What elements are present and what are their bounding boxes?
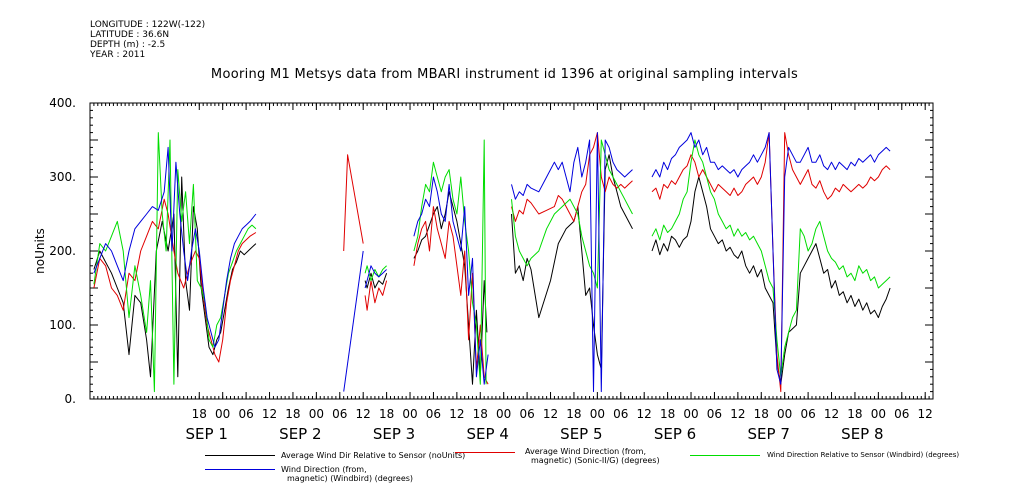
series-line-3 [93,146,257,348]
x-tick-label: 06 [707,407,722,421]
x-tick-label: 18 [379,407,394,421]
x-tick-label: 00 [496,407,511,421]
metadata-latitude: LATITUDE : 36.6N [90,30,170,40]
x-tick-label: 18 [660,407,675,421]
legend-label-line2: magnetic) (Sonic-II/G) (degrees) [531,456,660,465]
series-line-1 [93,198,257,363]
x-date-label: SEP 7 [748,425,790,443]
legend-swatch [690,455,760,456]
legend-swatch [455,452,515,453]
metadata-block: LONGITUDE : 122W(-122) LATITUDE : 36.6N … [90,20,205,60]
x-tick-label: 12 [543,407,558,421]
legend-label: Average Wind Dir Relative to Sensor (noU… [281,451,466,460]
x-date-label: SEP 6 [654,425,696,443]
y-tick-label: 0. [65,392,76,406]
x-tick-label: 06 [238,407,253,421]
x-tick-label: 12 [262,407,277,421]
series-line-3 [651,132,891,385]
y-tick-label: 300. [49,170,76,184]
y-tick-label: 400. [49,96,76,110]
series-line-3 [511,132,633,393]
x-tick-label: 18 [566,407,581,421]
y-axis-label: noUnits [33,228,47,274]
legend-label-line2: magnetic) (Windbird) (degrees) [287,474,414,483]
x-tick-label: 06 [800,407,815,421]
x-tick-label: 06 [426,407,441,421]
x-tick-label: 00 [215,407,230,421]
x-tick-label: 06 [613,407,628,421]
metadata-longitude: LONGITUDE : 122W(-122) [90,20,206,30]
x-tick-label: 00 [402,407,417,421]
x-tick-label: 18 [847,407,862,421]
x-date-label: SEP 5 [560,425,602,443]
x-tick-label: 00 [871,407,886,421]
legend-label: Wind Direction Relative to Sensor (Windb… [767,451,960,459]
series-line-3 [364,265,387,289]
x-tick-label: 06 [519,407,534,421]
series-line-2 [511,139,633,289]
x-tick-label: 12 [824,407,839,421]
series-line-1 [343,154,364,252]
series-line-0 [364,272,388,289]
series-line-0 [651,176,891,385]
y-tick-label: 100. [49,318,76,332]
x-date-label: SEP 3 [373,425,415,443]
x-date-label: SEP 8 [841,425,883,443]
chart-title: Mooring M1 Metsys data from MBARI instru… [210,67,799,82]
x-date-label: SEP 4 [467,425,509,443]
x-tick-label: 18 [285,407,300,421]
series-line-0 [93,176,257,378]
series-line-1 [413,206,489,385]
legend-swatch [205,455,275,456]
x-tick-label: 12 [637,407,652,421]
x-tick-label: 12 [918,407,933,421]
x-tick-label: 12 [449,407,464,421]
x-date-label: SEP 1 [186,425,228,443]
x-tick-label: 12 [356,407,371,421]
x-tick-label: 18 [473,407,488,421]
x-tick-label: 00 [777,407,792,421]
series-line-2 [364,265,387,282]
x-tick-label: 00 [683,407,698,421]
metadata-year: YEAR : 2011 [90,50,146,60]
legend-label: Wind Direction (from, [281,465,367,474]
x-tick-label: 00 [590,407,605,421]
series-line-1 [651,132,891,393]
series-line-2 [93,132,257,393]
x-date-label: SEP 2 [279,425,321,443]
y-tick-label: 200. [49,244,76,258]
plot-frame [89,102,934,400]
x-tick-label: 12 [730,407,745,421]
x-tick-label: 06 [894,407,909,421]
series-line-2 [413,139,487,385]
series-line-2 [651,139,891,378]
x-tick-label: 18 [192,407,207,421]
legend-label: Average Wind Direction (from, [525,447,647,456]
x-tick-label: 18 [754,407,769,421]
series-line-3 [413,176,489,385]
series-line-1 [364,280,388,311]
series-line-1 [511,132,633,222]
legend-swatch [205,469,275,470]
metadata-depth: DEPTH (m) : -2.5 [90,40,166,50]
series-line-0 [511,154,633,370]
x-tick-label: 00 [309,407,324,421]
series-line-3 [343,250,364,392]
x-tick-label: 06 [332,407,347,421]
